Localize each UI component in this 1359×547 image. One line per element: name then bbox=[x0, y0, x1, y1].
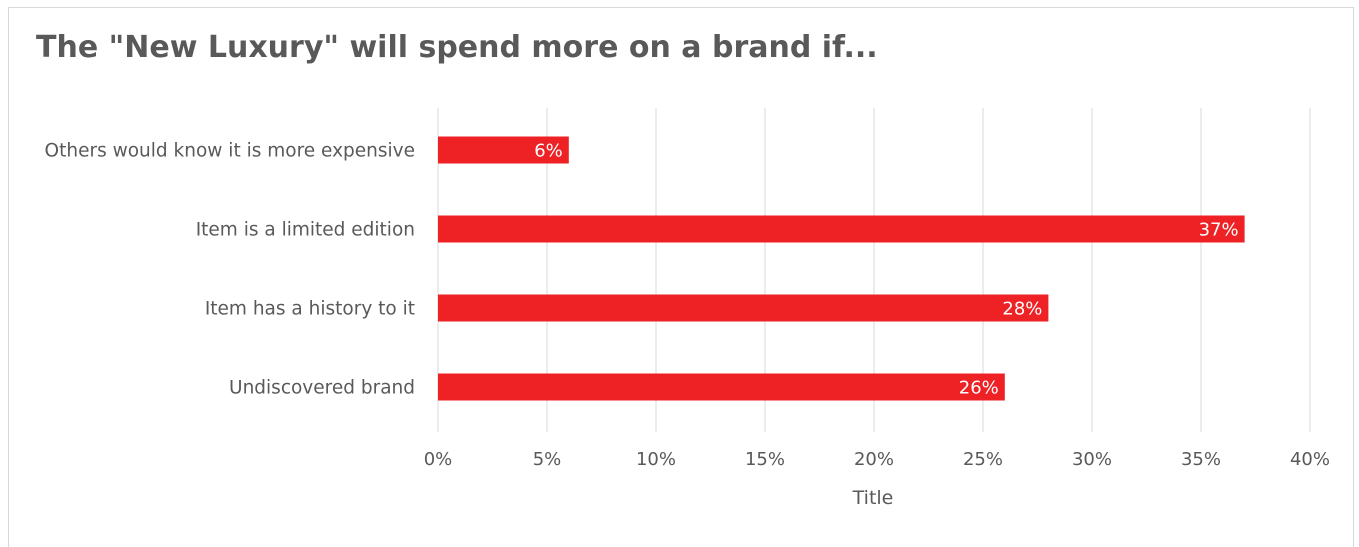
category-label: Item has a history to it bbox=[205, 299, 415, 320]
data-label: 6% bbox=[534, 141, 563, 162]
x-axis-title: Title bbox=[852, 487, 894, 509]
x-tick-label: 30% bbox=[1072, 449, 1112, 470]
bar bbox=[438, 136, 569, 164]
data-label: 28% bbox=[1002, 299, 1042, 320]
bar bbox=[438, 215, 1245, 243]
category-labels: Others would know it is more expensive It… bbox=[45, 141, 415, 399]
bar bbox=[438, 373, 1005, 401]
x-tick-label: 0% bbox=[424, 449, 453, 470]
x-tick-label: 35% bbox=[1181, 449, 1221, 470]
x-tick-label: 25% bbox=[963, 449, 1003, 470]
category-label: Item is a limited edition bbox=[196, 220, 415, 241]
x-tick-label: 15% bbox=[745, 449, 785, 470]
chart-frame bbox=[8, 7, 1354, 547]
category-label: Undiscovered brand bbox=[229, 378, 415, 399]
chart-title: The "New Luxury" will spend more on a br… bbox=[36, 30, 878, 65]
bar bbox=[438, 294, 1049, 322]
category-label: Others would know it is more expensive bbox=[45, 141, 415, 162]
bars: 6% 37% 28% 26% bbox=[438, 136, 1245, 401]
x-tick-label: 10% bbox=[636, 449, 676, 470]
x-tick-label: 5% bbox=[533, 449, 562, 470]
x-tick-label: 40% bbox=[1290, 449, 1330, 470]
data-label: 26% bbox=[959, 378, 999, 399]
data-label: 37% bbox=[1199, 220, 1239, 241]
x-tick-label: 20% bbox=[854, 449, 894, 470]
x-tick-labels: 0% 5% 10% 15% 20% 25% 30% 35% 40% bbox=[424, 449, 1330, 470]
